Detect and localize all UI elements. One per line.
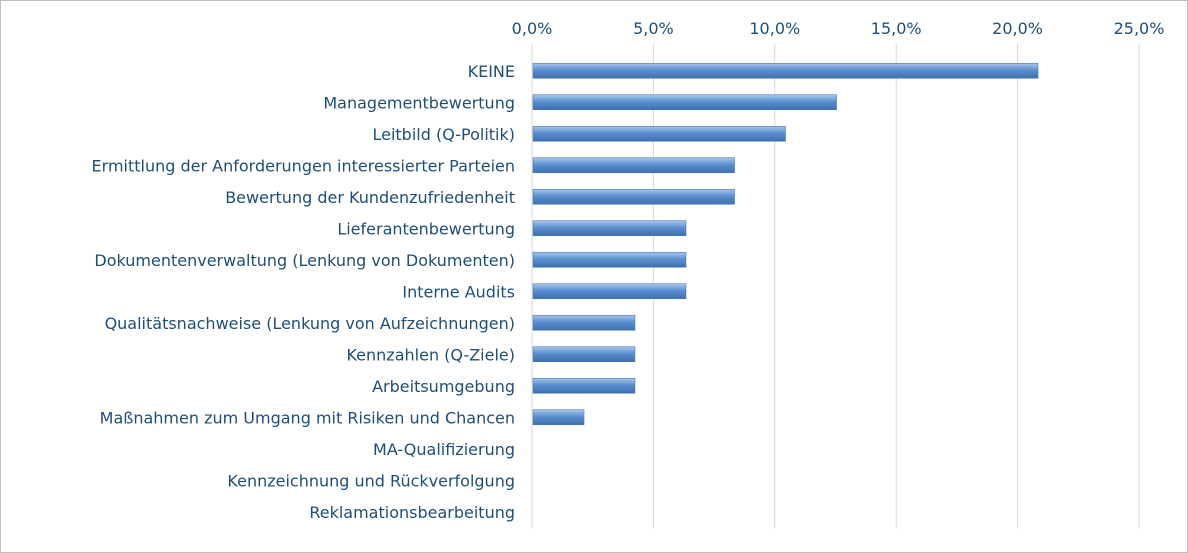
bar [532, 94, 837, 111]
category-label: Qualitätsnachweise (Lenkung von Aufzeich… [105, 314, 515, 333]
bar [532, 62, 1039, 79]
category-label: MA-Qualifizierung [373, 440, 515, 459]
category-label: Bewertung der Kundenzufriedenheit [225, 188, 515, 207]
category-label: Dokumentenverwaltung (Lenkung von Dokume… [94, 251, 515, 270]
category-label: KEINE [468, 62, 515, 81]
x-tick-label: 5,0% [633, 19, 674, 38]
x-tick-label: 0,0% [512, 19, 553, 38]
x-tick-label: 10,0% [749, 19, 800, 38]
category-label: Interne Audits [402, 282, 515, 301]
bar [532, 157, 735, 174]
category-label: Kennzahlen (Q-Ziele) [346, 345, 515, 364]
category-label: Kennzeichnung und Rückverfolgung [227, 471, 515, 490]
bar [532, 251, 687, 268]
bar [532, 188, 735, 205]
category-label: Leitbild (Q-Politik) [372, 125, 515, 144]
bar [532, 314, 636, 331]
category-label: Maßnahmen zum Umgang mit Risiken und Cha… [100, 408, 515, 427]
bar [532, 409, 585, 426]
category-label: Reklamationsbearbeitung [309, 503, 515, 522]
x-tick-label: 15,0% [871, 19, 922, 38]
category-label: Ermittlung der Anforderungen interessier… [92, 156, 515, 175]
category-label: Managementbewertung [323, 93, 515, 112]
x-tick-label: 25,0% [1114, 19, 1165, 38]
bar [532, 346, 636, 363]
category-label: Arbeitsumgebung [372, 377, 515, 396]
x-tick-label: 20,0% [992, 19, 1043, 38]
bar [532, 377, 636, 394]
category-label: Lieferantenbewertung [337, 219, 515, 238]
bar [532, 220, 687, 237]
bar [532, 283, 687, 300]
bar [532, 125, 786, 142]
